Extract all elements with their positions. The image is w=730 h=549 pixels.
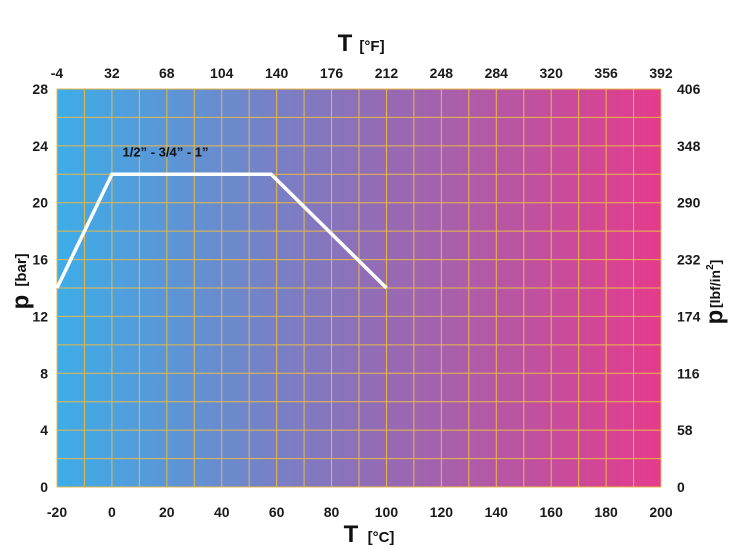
series-line [55, 172, 388, 290]
grid-lines [56, 88, 662, 488]
series-label: 1/2” - 3/4” - 1” [123, 144, 209, 159]
bottom-axis-symbol: T [344, 521, 359, 548]
left-axis-ticks: 0 4 8 12 16 20 24 28 [32, 81, 48, 495]
top-axis-unit: [°F] [359, 38, 384, 55]
bottom-axis-ticks: -20 0 20 40 60 80 100 120 140 160 180 200 [47, 504, 673, 520]
right-axis-symbol: p [701, 310, 728, 325]
top-tick-label: 104 [210, 65, 234, 81]
bottom-tick-label: 200 [649, 504, 673, 520]
right-axis-unit-end: ] [707, 260, 723, 265]
top-tick-label: 140 [265, 65, 289, 81]
bottom-tick-label: 40 [214, 504, 230, 520]
bottom-tick-label: 20 [159, 504, 175, 520]
left-axis-unit: [bar] [13, 253, 30, 286]
bottom-tick-label: 180 [594, 504, 618, 520]
top-tick-label: -4 [51, 65, 64, 81]
right-tick-label: 232 [677, 252, 701, 268]
top-tick-label: 392 [649, 65, 673, 81]
top-tick-label: 176 [320, 65, 344, 81]
bottom-tick-label: 0 [108, 504, 116, 520]
right-tick-label: 174 [677, 308, 701, 324]
left-tick-label: 28 [32, 81, 48, 97]
bottom-tick-label: 80 [324, 504, 340, 520]
right-axis-unit-base: [lbf/in [707, 270, 723, 308]
right-axis-ticks: 0 58 116 174 232 290 348 406 [677, 81, 701, 495]
right-tick-label: 0 [677, 479, 685, 495]
left-tick-label: 8 [40, 365, 48, 381]
bottom-axis-unit: [°C] [368, 529, 395, 546]
top-tick-label: 356 [594, 65, 618, 81]
right-axis-unit: [lbf/in2] [705, 260, 723, 308]
right-tick-label: 58 [677, 422, 693, 438]
bottom-tick-label: 100 [375, 504, 399, 520]
top-tick-label: 248 [430, 65, 454, 81]
left-tick-label: 4 [40, 422, 48, 438]
top-tick-label: 212 [375, 65, 399, 81]
top-axis-symbol: T [338, 30, 353, 57]
right-axis-unit-sup: 2 [705, 264, 716, 270]
left-tick-label: 16 [32, 252, 48, 268]
bottom-tick-label: -20 [47, 504, 67, 520]
series-layer: 1/2” - 3/4” - 1” [55, 144, 388, 290]
right-tick-label: 290 [677, 195, 701, 211]
right-tick-label: 116 [677, 365, 700, 381]
left-tick-label: 20 [32, 195, 48, 211]
top-tick-label: 32 [104, 65, 120, 81]
right-tick-label: 348 [677, 138, 701, 154]
right-tick-label: 406 [677, 81, 701, 97]
bottom-tick-label: 120 [430, 504, 454, 520]
left-tick-label: 24 [32, 138, 48, 154]
top-axis-ticks: -4 32 68 104 140 176 212 248 284 320 356 392 [51, 65, 673, 81]
bottom-tick-label: 60 [269, 504, 285, 520]
top-tick-label: 68 [159, 65, 175, 81]
bottom-tick-label: 160 [540, 504, 564, 520]
bottom-tick-label: 140 [485, 504, 509, 520]
top-tick-label: 284 [485, 65, 509, 81]
left-tick-label: 0 [40, 479, 48, 495]
top-tick-label: 320 [540, 65, 564, 81]
left-axis-symbol: p [7, 295, 34, 310]
left-tick-label: 12 [32, 308, 48, 324]
